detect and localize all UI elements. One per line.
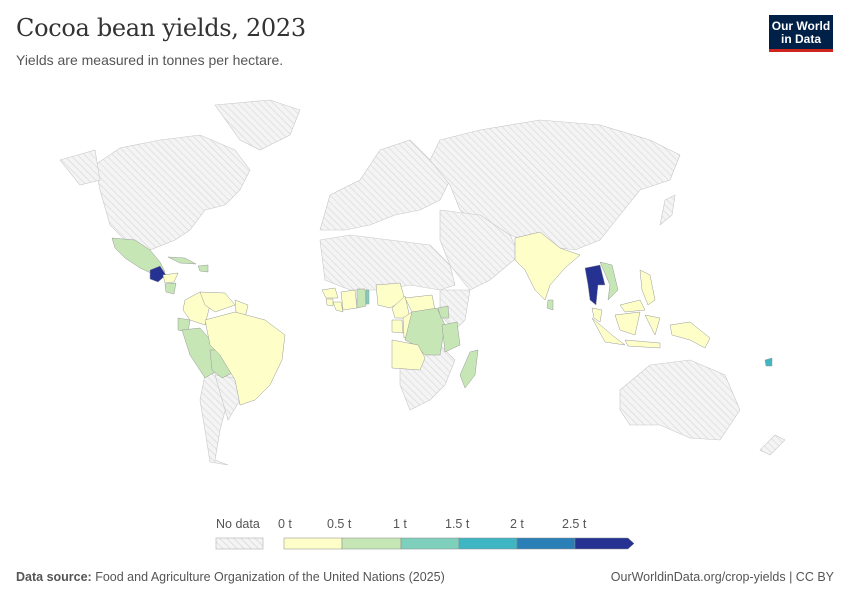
legend-no-data-swatch bbox=[215, 537, 264, 550]
landmass-alaska[interactable] bbox=[59, 149, 101, 186]
data-source: Data source: Food and Agriculture Organi… bbox=[16, 570, 445, 584]
country-ghana[interactable] bbox=[356, 288, 367, 309]
landmass-new-zealand[interactable] bbox=[759, 434, 786, 456]
country-cuba[interactable] bbox=[167, 256, 197, 265]
landmass-north-america[interactable] bbox=[94, 134, 251, 251]
country-guinea[interactable] bbox=[321, 287, 339, 299]
country-venezuela[interactable] bbox=[199, 291, 236, 313]
legend-tick: 2.5 t bbox=[562, 517, 587, 531]
landmass-north-africa[interactable] bbox=[319, 234, 456, 291]
country-brazil[interactable] bbox=[204, 311, 286, 406]
country-angola[interactable] bbox=[391, 339, 426, 371]
data-source-label: Data source: bbox=[16, 570, 92, 584]
country-tanzania[interactable] bbox=[441, 321, 461, 353]
country-honduras[interactable] bbox=[162, 272, 179, 284]
country-nicaragua[interactable] bbox=[164, 282, 177, 295]
legend-bin[interactable] bbox=[400, 537, 460, 550]
color-legend: No data 0 t 0.5 t 1 t 1.5 t 2 t 2.5 t bbox=[0, 510, 850, 555]
world-map bbox=[59, 99, 786, 466]
chart-subtitle: Yields are measured in tonnes per hectar… bbox=[16, 52, 284, 68]
country-togo[interactable] bbox=[365, 289, 370, 305]
legend-tick: 0 t bbox=[278, 517, 292, 531]
country-uganda[interactable] bbox=[437, 305, 450, 319]
country-vanuatu[interactable] bbox=[764, 357, 773, 367]
logo-line-1: Our World bbox=[771, 19, 831, 33]
country-india[interactable] bbox=[514, 231, 581, 301]
legend-bin[interactable] bbox=[516, 537, 576, 550]
country-c-te-d-ivoire[interactable] bbox=[340, 289, 358, 311]
owid-logo[interactable]: Our World in Data bbox=[769, 15, 833, 52]
country-dominican-republic[interactable] bbox=[197, 264, 209, 273]
country-gabon[interactable] bbox=[391, 319, 404, 334]
legend-bin[interactable] bbox=[341, 537, 402, 550]
country-liberia[interactable] bbox=[332, 301, 344, 313]
country-thailand[interactable] bbox=[584, 264, 606, 306]
legend-bin[interactable] bbox=[283, 537, 343, 550]
legend-tick: 1 t bbox=[393, 517, 407, 531]
legend-no-data-label: No data bbox=[216, 517, 260, 531]
country-malaysia[interactable] bbox=[591, 299, 646, 323]
legend-scale bbox=[215, 537, 635, 550]
country-sri-lanka[interactable] bbox=[546, 299, 554, 311]
logo-line-2: in Data bbox=[780, 32, 821, 46]
source-link[interactable]: OurWorldinData.org/crop-yields | CC BY bbox=[610, 570, 834, 584]
legend-tick: 2 t bbox=[510, 517, 524, 531]
landmass-greenland[interactable] bbox=[214, 99, 301, 151]
country-philippines[interactable] bbox=[639, 269, 656, 306]
country-papua-new-guinea[interactable] bbox=[669, 321, 711, 349]
legend-tick: 0.5 t bbox=[327, 517, 352, 531]
landmass-middle-east[interactable] bbox=[439, 209, 521, 291]
legend-bin[interactable] bbox=[574, 537, 635, 550]
landmass-europe[interactable] bbox=[319, 139, 451, 231]
chart-title: Cocoa bean yields, 2023 bbox=[16, 14, 306, 42]
country-madagascar[interactable] bbox=[459, 349, 479, 389]
country-vietnam[interactable] bbox=[599, 261, 619, 301]
data-source-text: Food and Agriculture Organization of the… bbox=[95, 570, 445, 584]
country-indonesia[interactable] bbox=[591, 311, 661, 349]
landmass-japan[interactable] bbox=[659, 194, 676, 226]
legend-tick: 1.5 t bbox=[445, 517, 470, 531]
country-dr-congo[interactable] bbox=[404, 307, 446, 356]
country-sierra-leone[interactable] bbox=[325, 298, 334, 307]
landmass-australia[interactable] bbox=[619, 359, 741, 441]
country-guatemala[interactable] bbox=[149, 265, 167, 283]
legend-bin[interactable] bbox=[458, 537, 518, 550]
